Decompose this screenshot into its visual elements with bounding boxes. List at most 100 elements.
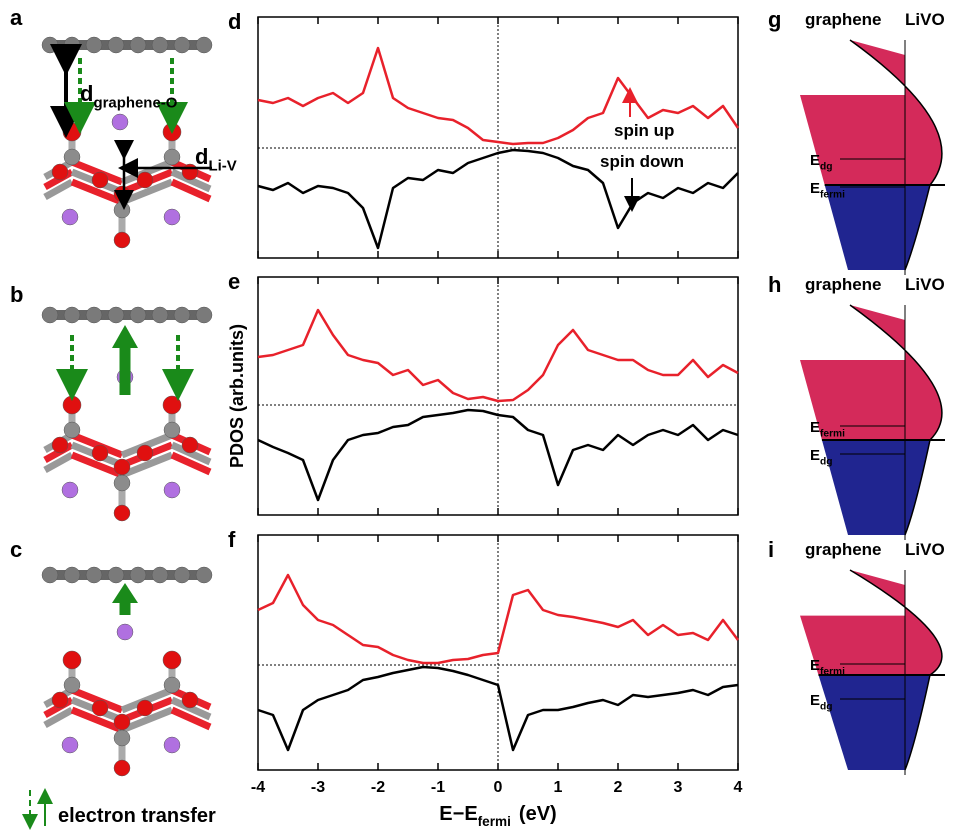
side-label: LiVO	[905, 10, 945, 29]
atom	[92, 700, 108, 716]
atom	[64, 307, 80, 323]
atom	[52, 437, 68, 453]
atom	[63, 651, 81, 669]
atom	[114, 730, 130, 746]
side-label: graphene	[805, 540, 882, 559]
level-label-main: E	[810, 447, 820, 464]
panel-label: a	[10, 5, 23, 30]
atom	[114, 475, 130, 491]
distance-label-sub: Li-V	[208, 158, 236, 175]
level-label-main: E	[810, 180, 820, 197]
side-label: graphene	[805, 275, 882, 294]
atom	[62, 209, 78, 225]
x-axis-label: E−Efermi(eV)	[439, 803, 556, 829]
atom	[163, 651, 181, 669]
atom	[108, 37, 124, 53]
atom	[64, 567, 80, 583]
x-tick-label: -3	[311, 779, 325, 796]
atom	[164, 677, 180, 693]
atom	[114, 459, 130, 475]
atom	[52, 692, 68, 708]
atom	[164, 422, 180, 438]
atom	[152, 567, 168, 583]
level-label-main: E	[810, 419, 820, 436]
atom	[164, 482, 180, 498]
atom	[62, 737, 78, 753]
atom	[174, 307, 190, 323]
side-label: LiVO	[905, 275, 945, 294]
atom	[117, 624, 133, 640]
x-axis-label-sub: fermi	[478, 814, 511, 829]
x-tick-label: 3	[674, 779, 683, 796]
distance-label-sub: graphene-O	[93, 95, 177, 112]
atom	[64, 677, 80, 693]
atom	[42, 567, 58, 583]
distance-label: dgraphene-O	[80, 81, 177, 112]
panel-label: b	[10, 282, 23, 307]
atom	[137, 172, 153, 188]
atom	[163, 396, 181, 414]
atom	[63, 123, 81, 141]
atom	[114, 186, 130, 202]
atom	[164, 737, 180, 753]
level-label-sub: fermi	[820, 429, 845, 440]
x-tick-label: -2	[371, 779, 385, 796]
atom	[130, 567, 146, 583]
atom	[86, 567, 102, 583]
atom	[196, 307, 212, 323]
electron-transfer-head	[112, 325, 138, 348]
x-tick-label: -4	[251, 779, 265, 796]
atom	[114, 505, 130, 521]
level-label-sub: dg	[820, 457, 832, 468]
atom	[112, 114, 128, 130]
level-label-main: E	[810, 152, 820, 169]
atom	[64, 422, 80, 438]
panel-label: h	[768, 272, 781, 297]
atom	[64, 149, 80, 165]
atom	[174, 567, 190, 583]
atom	[130, 37, 146, 53]
atom	[92, 445, 108, 461]
legend-label: electron transfer	[58, 805, 216, 827]
atom	[52, 164, 68, 180]
atom	[163, 123, 181, 141]
atom	[174, 37, 190, 53]
atom	[114, 232, 130, 248]
level-label-sub: fermi	[820, 667, 845, 678]
side-label: graphene	[805, 10, 882, 29]
level-label-main: E	[810, 657, 820, 674]
distance-label-main: d	[195, 144, 208, 169]
annotation: spin down	[600, 152, 684, 171]
distance-label-main: d	[80, 81, 93, 106]
atom	[164, 209, 180, 225]
atom	[64, 37, 80, 53]
atom	[114, 202, 130, 218]
atom	[86, 307, 102, 323]
atom	[196, 37, 212, 53]
annotation: spin up	[614, 121, 674, 140]
atom	[62, 482, 78, 498]
figure: adgraphene-OdLi-Vbcelectron transferde-4…	[0, 0, 964, 830]
atom	[164, 149, 180, 165]
atom	[108, 307, 124, 323]
pdos-line	[258, 310, 738, 401]
x-tick-label: -1	[431, 779, 445, 796]
panel-label: i	[768, 537, 774, 562]
panel-label: c	[10, 537, 22, 562]
atom	[114, 714, 130, 730]
page: {"structures": {"panels": [{"label": "a"…	[0, 0, 964, 830]
atom	[92, 172, 108, 188]
atom	[130, 307, 146, 323]
atom	[182, 437, 198, 453]
atom	[196, 567, 212, 583]
panel-label: d	[228, 9, 241, 34]
atom	[63, 396, 81, 414]
panel-label: f	[228, 527, 236, 552]
atom	[152, 37, 168, 53]
atom	[114, 760, 130, 776]
x-tick-label: 0	[494, 779, 503, 796]
x-tick-label: 2	[614, 779, 623, 796]
x-axis-label-main: E−E	[439, 803, 477, 825]
atom	[42, 37, 58, 53]
level-label-sub: dg	[820, 702, 832, 713]
